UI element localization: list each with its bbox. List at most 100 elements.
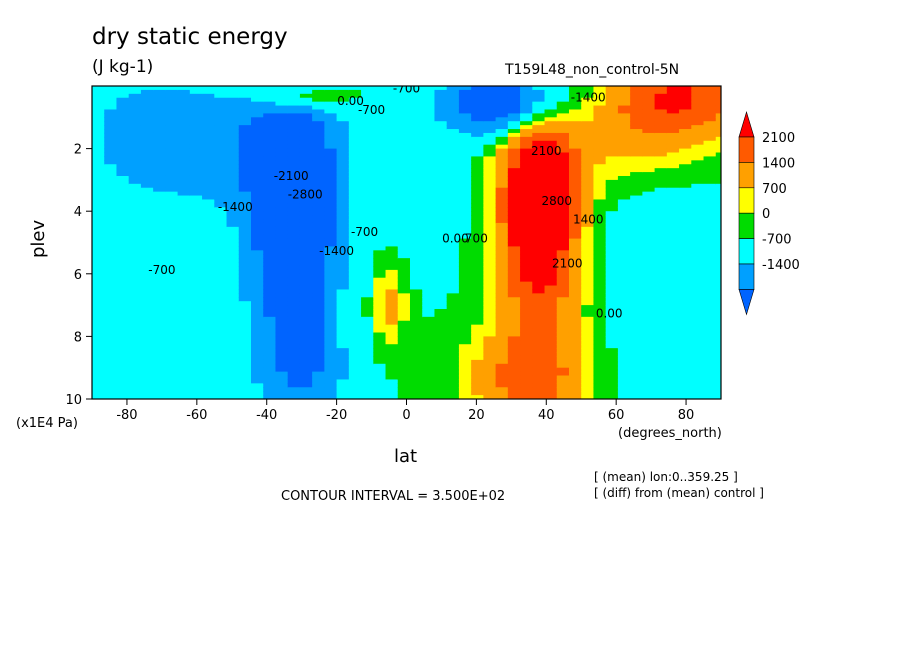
field-cell <box>348 242 362 248</box>
field-cell <box>495 344 509 349</box>
field-cell <box>715 172 721 177</box>
field-cell <box>434 352 448 357</box>
field-cell <box>92 191 105 197</box>
field-cell <box>434 363 448 369</box>
field-cell <box>189 297 203 302</box>
field-cell <box>263 203 277 208</box>
colorbar-label: 2100 <box>762 131 795 146</box>
field-cell <box>238 316 252 322</box>
field-cell <box>299 234 313 240</box>
field-cell <box>703 320 717 326</box>
field-cell <box>666 97 680 103</box>
field-cell <box>92 226 105 232</box>
field-cell <box>556 164 570 169</box>
field-cell <box>324 355 338 361</box>
field-cell <box>275 164 289 169</box>
field-cell <box>409 281 423 287</box>
field-cell <box>471 336 484 341</box>
field-cell <box>409 129 423 134</box>
field-cell <box>409 391 423 396</box>
field-cell <box>177 215 191 220</box>
field-cell <box>691 183 705 189</box>
field-cell <box>177 277 191 283</box>
field-cell <box>238 312 252 318</box>
field-cell <box>458 168 472 173</box>
field-cell <box>446 371 460 377</box>
field-cell <box>361 328 374 334</box>
field-cell <box>361 281 374 287</box>
field-cell <box>422 97 436 103</box>
field-cell <box>471 309 484 314</box>
field-cell <box>373 215 387 220</box>
field-cell <box>520 309 533 314</box>
field-cell <box>630 391 643 396</box>
field-cell <box>495 254 509 259</box>
field-cell <box>568 234 582 240</box>
field-cell <box>238 101 252 107</box>
field-cell <box>177 359 191 365</box>
field-cell <box>471 324 484 330</box>
field-cell <box>361 101 374 107</box>
field-cell <box>226 320 240 326</box>
field-cell <box>165 93 179 99</box>
field-cell <box>458 320 472 326</box>
field-cell <box>104 187 118 193</box>
field-cell <box>422 164 436 169</box>
field-cell <box>385 293 399 298</box>
field-cell <box>458 199 472 204</box>
field-cell <box>263 340 277 345</box>
field-cell <box>251 320 264 326</box>
field-cell <box>691 363 705 369</box>
field-cell <box>666 379 680 384</box>
field-cell <box>214 160 228 165</box>
field-cell <box>177 312 191 318</box>
field-cell <box>654 293 668 298</box>
field-cell <box>116 215 130 220</box>
field-cell <box>373 305 387 310</box>
field-cell <box>458 355 472 361</box>
field-cell <box>544 254 558 259</box>
field-cell <box>544 187 558 193</box>
field-cell <box>361 301 374 306</box>
field-cell <box>263 250 277 255</box>
field-cell <box>361 89 374 95</box>
field-cell <box>397 187 411 193</box>
field-cell <box>361 277 374 283</box>
field-cell <box>581 395 595 399</box>
field-cell <box>336 222 350 228</box>
field-cell <box>422 320 436 326</box>
field-cell <box>324 97 338 103</box>
field-cell <box>568 113 582 118</box>
field-cell <box>544 136 558 142</box>
field-cell <box>642 129 656 134</box>
field-cell <box>679 387 692 392</box>
field-cell <box>446 222 460 228</box>
field-cell <box>642 172 656 177</box>
field-cell <box>361 391 374 396</box>
field-cell <box>544 265 558 271</box>
field-cell <box>324 305 338 310</box>
field-cell <box>189 371 203 377</box>
field-cell <box>189 250 203 255</box>
field-cell <box>275 179 289 185</box>
field-cell <box>189 109 203 114</box>
field-cell <box>397 234 411 240</box>
field-cell <box>593 328 607 334</box>
field-cell <box>507 179 521 185</box>
field-cell <box>373 191 387 197</box>
field-cell <box>348 328 362 334</box>
field-cell <box>251 265 264 271</box>
field-cell <box>422 183 436 189</box>
field-cell <box>532 97 546 103</box>
field-cell <box>520 175 533 181</box>
field-cell <box>238 179 252 185</box>
field-cell <box>177 285 191 291</box>
field-cell <box>373 348 387 353</box>
field-cell <box>226 340 240 345</box>
field-cell <box>666 121 680 126</box>
field-cell <box>409 336 423 341</box>
field-cell <box>568 222 582 228</box>
field-cell <box>373 391 387 396</box>
field-cell <box>544 105 558 111</box>
field-cell <box>348 262 362 267</box>
